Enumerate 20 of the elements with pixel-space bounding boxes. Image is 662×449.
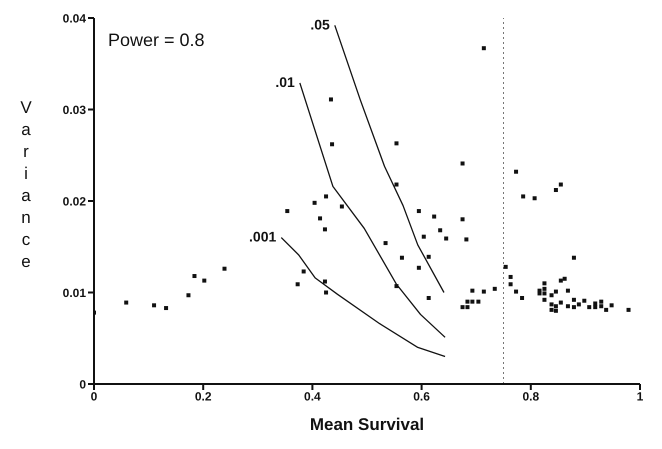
x-tick-label: 0.8 — [522, 390, 540, 404]
y-axis-title: Variance — [20, 98, 32, 271]
series-label: .01 — [275, 74, 296, 90]
annotation: Power = 0.8 — [108, 30, 205, 51]
x-tick-label: 0.2 — [194, 390, 212, 404]
line-series — [334, 24, 445, 294]
line-series — [299, 82, 446, 338]
y-tick-label: 0.02 — [62, 194, 86, 208]
y-tick-label: 0.01 — [62, 286, 86, 300]
x-tick-label: 1 — [636, 390, 644, 404]
y-tick-label: 0.03 — [62, 102, 86, 117]
y-tick-label: 0.04 — [62, 11, 86, 26]
series-label: .05 — [310, 16, 330, 32]
series-label: .001 — [249, 228, 276, 245]
y-tick-label: 0 — [79, 377, 86, 392]
x-tick-label: 0.4 — [304, 390, 322, 404]
x-tick-label: 0.6 — [413, 390, 430, 404]
x-axis-title: Mean Survival — [310, 415, 424, 434]
line-series — [280, 236, 446, 358]
x-tick-label: 0 — [90, 390, 98, 404]
